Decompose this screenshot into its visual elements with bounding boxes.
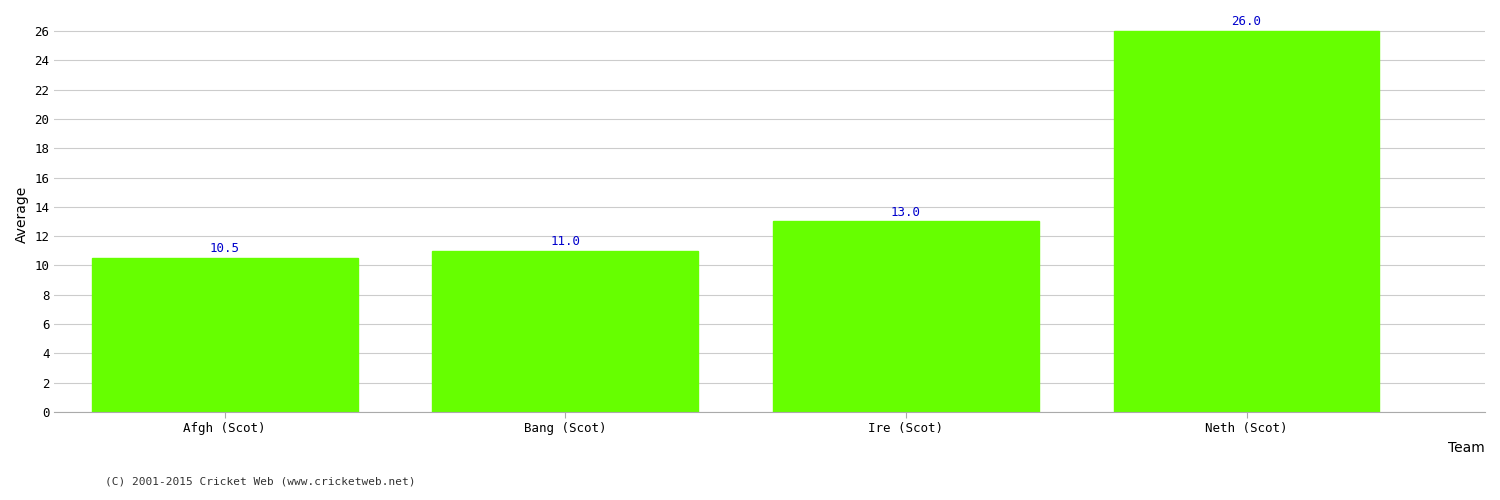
Bar [772,222,1040,412]
Text: 26.0: 26.0 [1232,16,1262,28]
Text: 13.0: 13.0 [891,206,921,219]
Y-axis label: Average: Average [15,186,28,243]
Bar [432,251,698,412]
Text: (C) 2001-2015 Cricket Web (www.cricketweb.net): (C) 2001-2015 Cricket Web (www.cricketwe… [105,477,416,487]
Bar [92,258,357,412]
X-axis label: Team: Team [1448,441,1485,455]
Text: 11.0: 11.0 [550,235,580,248]
Bar [1113,31,1380,412]
Text: 10.5: 10.5 [210,242,240,256]
